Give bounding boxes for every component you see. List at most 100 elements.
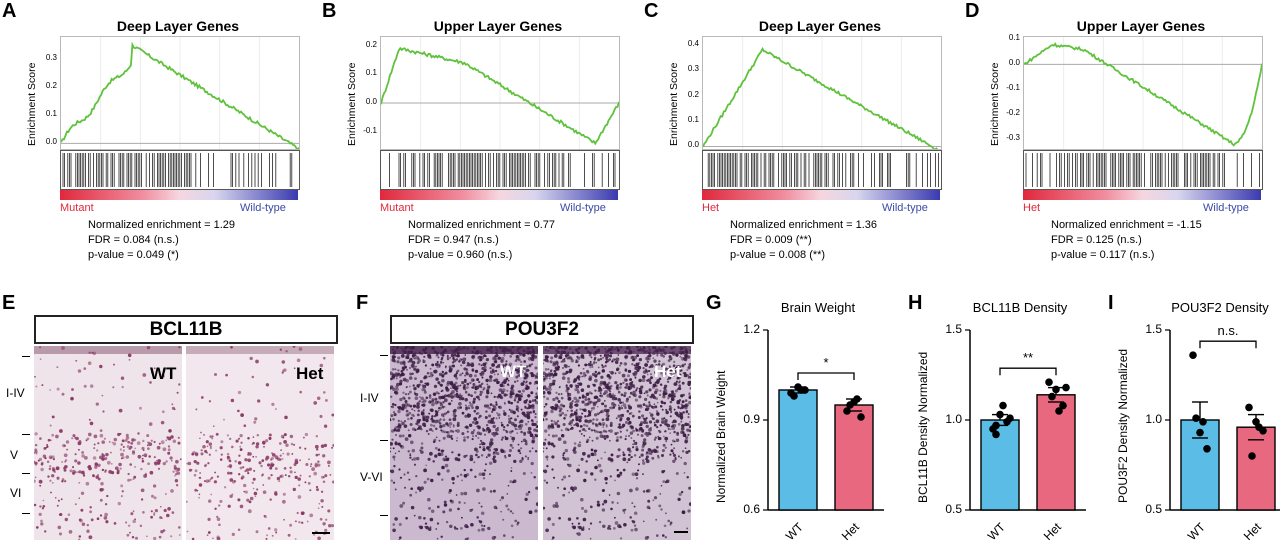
cell-nucleus bbox=[390, 479, 393, 482]
cell-nucleus bbox=[683, 472, 686, 474]
cell-nucleus bbox=[459, 373, 462, 377]
cell-nucleus bbox=[596, 412, 600, 416]
cell-nucleus bbox=[501, 381, 504, 384]
cell-nucleus bbox=[74, 503, 77, 506]
cell-nucleus bbox=[149, 470, 154, 475]
cell-nucleus bbox=[394, 373, 399, 378]
cell-nucleus bbox=[127, 478, 131, 482]
cell-nucleus bbox=[409, 422, 413, 427]
cell-nucleus bbox=[261, 474, 264, 477]
cell-nucleus bbox=[624, 406, 627, 409]
cell-nucleus bbox=[478, 381, 481, 384]
data-point bbox=[1055, 407, 1063, 415]
cell-nucleus bbox=[601, 421, 606, 426]
cell-nucleus bbox=[644, 432, 648, 436]
bar-y-tick-label: 1.5 bbox=[1145, 322, 1162, 336]
cell-nucleus bbox=[671, 390, 675, 393]
cell-nucleus bbox=[648, 402, 651, 406]
cell-nucleus bbox=[613, 394, 617, 397]
cell-nucleus bbox=[687, 509, 691, 513]
cell-nucleus bbox=[450, 384, 453, 387]
bar-y-axis-label: Normalized Brain Weight bbox=[714, 370, 728, 504]
cell-nucleus bbox=[577, 532, 581, 536]
cell-nucleus bbox=[510, 470, 513, 472]
cell-nucleus bbox=[199, 437, 201, 440]
cell-nucleus bbox=[581, 412, 584, 415]
cell-nucleus bbox=[567, 517, 572, 521]
cell-nucleus bbox=[580, 433, 583, 435]
cell-nucleus bbox=[167, 445, 171, 448]
cell-nucleus bbox=[611, 402, 615, 406]
cell-nucleus bbox=[632, 439, 636, 442]
cell-nucleus bbox=[227, 465, 230, 468]
scale-bar bbox=[312, 532, 330, 534]
cell-nucleus bbox=[421, 388, 425, 392]
cell-nucleus bbox=[511, 536, 515, 539]
cell-nucleus bbox=[603, 354, 607, 358]
cell-nucleus bbox=[424, 351, 427, 355]
cell-nucleus bbox=[34, 503, 37, 507]
cell-nucleus bbox=[213, 372, 218, 377]
cell-nucleus bbox=[656, 445, 659, 449]
cell-nucleus bbox=[209, 445, 212, 448]
cell-nucleus bbox=[520, 360, 523, 364]
cell-nucleus bbox=[674, 389, 678, 393]
cell-nucleus bbox=[269, 498, 272, 501]
cell-nucleus bbox=[635, 362, 640, 367]
cell-nucleus bbox=[406, 471, 410, 474]
cell-nucleus bbox=[406, 368, 408, 371]
cell-nucleus bbox=[437, 392, 440, 395]
cell-nucleus bbox=[644, 536, 649, 540]
cell-nucleus bbox=[105, 520, 109, 524]
cell-nucleus bbox=[411, 448, 416, 453]
cell-nucleus bbox=[588, 377, 592, 381]
cell-nucleus bbox=[454, 457, 459, 461]
cell-nucleus bbox=[662, 480, 666, 484]
cell-nucleus bbox=[589, 537, 592, 540]
cell-nucleus bbox=[505, 348, 509, 352]
cell-nucleus bbox=[394, 452, 397, 455]
cell-nucleus bbox=[396, 425, 399, 428]
cell-nucleus bbox=[392, 346, 396, 348]
cell-nucleus bbox=[480, 390, 484, 394]
cell-nucleus bbox=[473, 391, 477, 394]
cell-nucleus bbox=[492, 489, 496, 493]
cell-nucleus bbox=[558, 393, 561, 396]
cell-nucleus bbox=[576, 468, 580, 473]
cell-nucleus bbox=[456, 421, 460, 425]
cell-nucleus bbox=[450, 392, 453, 396]
cell-nucleus bbox=[481, 527, 485, 532]
cell-nucleus bbox=[475, 453, 478, 457]
cell-nucleus bbox=[543, 390, 546, 395]
cell-nucleus bbox=[420, 352, 424, 356]
cell-nucleus bbox=[471, 438, 474, 441]
gsea-title: Upper Layer Genes bbox=[433, 18, 563, 34]
cell-nucleus bbox=[535, 502, 538, 506]
layer-tick bbox=[380, 355, 388, 356]
cell-nucleus bbox=[134, 518, 136, 521]
cell-nucleus bbox=[260, 464, 263, 468]
cell-nucleus bbox=[398, 538, 401, 540]
cell-nucleus bbox=[524, 405, 527, 408]
cell-nucleus bbox=[167, 451, 171, 455]
cell-nucleus bbox=[330, 523, 334, 528]
cell-nucleus bbox=[534, 396, 537, 398]
cell-nucleus bbox=[104, 457, 108, 461]
cell-nucleus bbox=[454, 386, 458, 391]
cell-nucleus bbox=[435, 377, 439, 381]
cell-nucleus bbox=[617, 390, 621, 394]
cell-nucleus bbox=[688, 486, 691, 490]
cell-nucleus bbox=[239, 448, 243, 452]
gsea-y-axis-label: Enrichment Score bbox=[668, 62, 680, 146]
cell-nucleus bbox=[38, 512, 42, 517]
cell-nucleus bbox=[479, 520, 483, 524]
cell-nucleus bbox=[485, 357, 490, 362]
cell-nucleus bbox=[455, 358, 459, 361]
cell-nucleus bbox=[403, 364, 406, 367]
cell-nucleus bbox=[528, 364, 531, 367]
cell-nucleus bbox=[253, 491, 258, 496]
cell-nucleus bbox=[569, 404, 573, 409]
cell-nucleus bbox=[642, 490, 646, 493]
cell-nucleus bbox=[674, 458, 677, 461]
cell-nucleus bbox=[529, 411, 533, 414]
